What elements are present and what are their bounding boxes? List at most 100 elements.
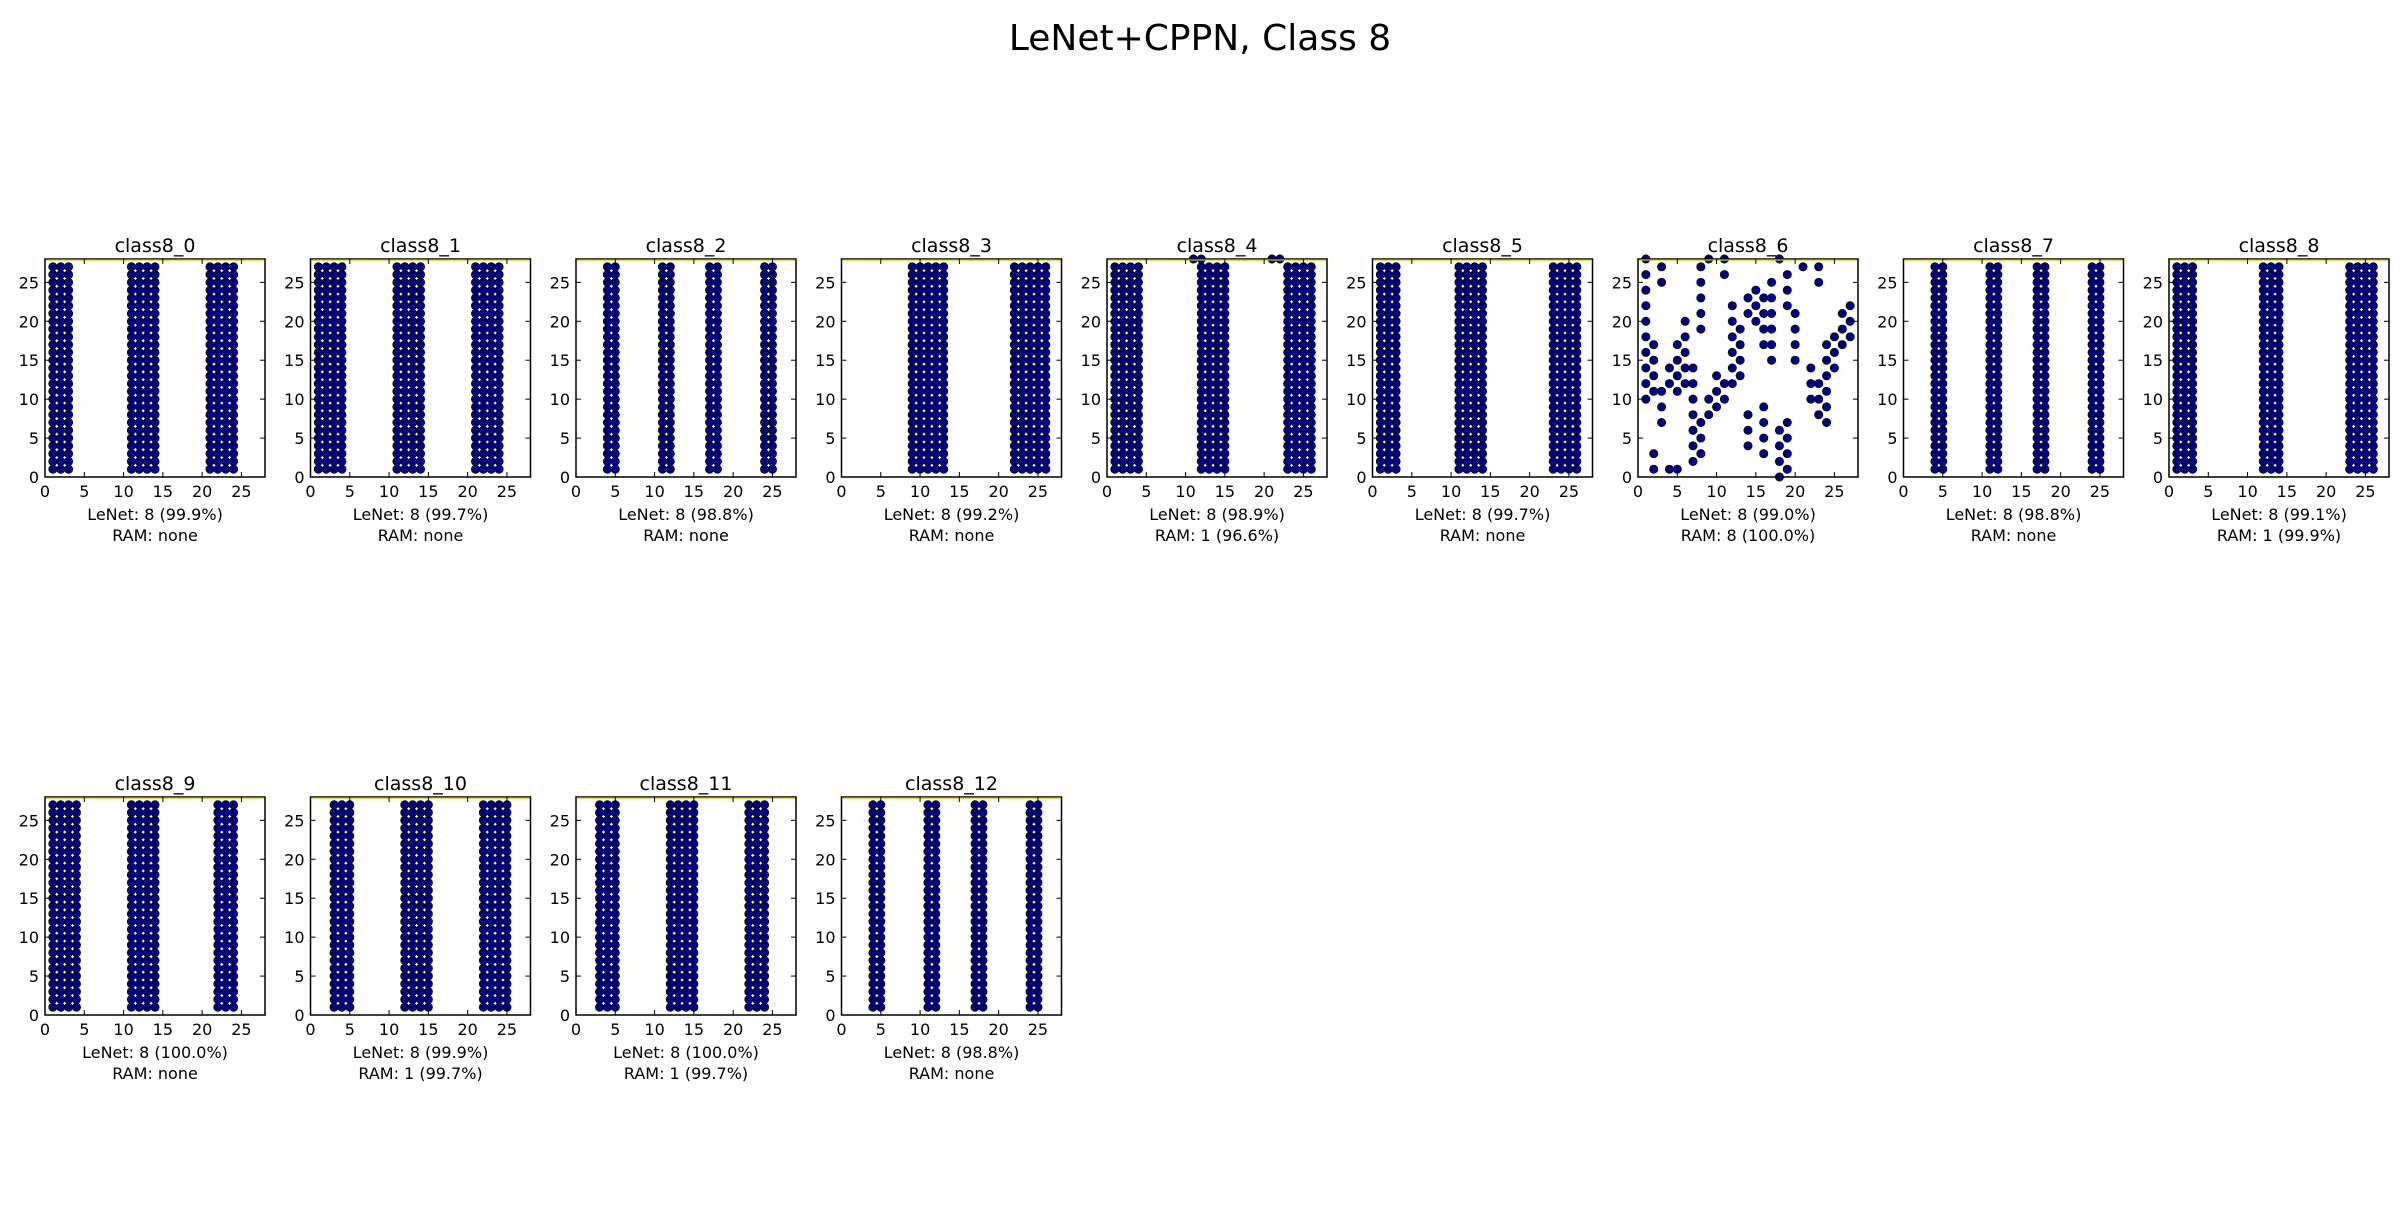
data-point (1220, 456, 1230, 466)
data-point (657, 293, 667, 303)
x-tick-label: 10 (379, 482, 399, 501)
data-point (665, 277, 675, 287)
data-point (907, 363, 917, 373)
data-point (150, 270, 160, 280)
data-point (767, 301, 777, 311)
data-point (494, 917, 504, 927)
data-point (1696, 433, 1706, 443)
data-point (494, 948, 504, 958)
data-point (400, 971, 410, 981)
data-point (470, 355, 480, 365)
data-point (337, 293, 347, 303)
data-point (150, 277, 160, 287)
x-tick-label: 20 (2316, 482, 2336, 501)
data-point (2172, 425, 2182, 435)
data-point (876, 994, 886, 1004)
data-point (923, 324, 933, 334)
data-point (321, 262, 331, 272)
data-point (610, 808, 620, 818)
data-point (2368, 316, 2378, 326)
data-point (337, 854, 347, 864)
data-point (1220, 277, 1230, 287)
data-point (923, 371, 933, 381)
data-point (657, 379, 667, 389)
data-point (337, 924, 347, 934)
data-point (939, 371, 949, 381)
data-point (2095, 386, 2105, 396)
data-point (408, 979, 418, 989)
data-point (876, 831, 886, 841)
data-point (1470, 293, 1480, 303)
data-point (1041, 386, 1051, 396)
data-point (1041, 316, 1051, 326)
data-point (602, 355, 612, 365)
data-point (923, 270, 933, 280)
data-point (126, 924, 136, 934)
data-point (915, 270, 925, 280)
data-point (915, 332, 925, 342)
data-point (1025, 355, 1035, 365)
data-point (1212, 441, 1222, 451)
data-point (408, 831, 418, 841)
data-point (767, 402, 777, 412)
data-point (931, 308, 941, 318)
data-point (602, 878, 612, 888)
data-point (64, 839, 74, 849)
data-point (752, 800, 762, 810)
data-point (1564, 371, 1574, 381)
data-point (134, 301, 144, 311)
data-point (760, 932, 770, 942)
data-point (673, 924, 683, 934)
data-point (681, 839, 691, 849)
data-point (602, 441, 612, 451)
data-point (478, 940, 488, 950)
x-tick-label: 10 (910, 1020, 930, 1039)
data-point (494, 386, 504, 396)
data-point (1985, 417, 1995, 427)
data-point (486, 262, 496, 272)
data-point (478, 831, 488, 841)
data-point (1462, 340, 1472, 350)
data-point (673, 987, 683, 997)
data-point (1298, 355, 1308, 365)
data-point (1564, 355, 1574, 365)
data-point (400, 402, 410, 412)
data-point (2188, 433, 2198, 443)
data-point (931, 862, 941, 872)
data-point (478, 324, 488, 334)
data-point (2040, 425, 2050, 435)
data-point (923, 940, 933, 950)
data-point (1375, 410, 1385, 420)
data-point (478, 979, 488, 989)
y-tick-label: 5 (29, 967, 39, 986)
x-tick-label: 25 (231, 482, 251, 501)
data-point (150, 815, 160, 825)
data-point (470, 464, 480, 474)
data-point (502, 878, 512, 888)
data-point (1009, 464, 1019, 474)
data-point (1017, 433, 1027, 443)
data-point (907, 316, 917, 326)
data-point (408, 340, 418, 350)
data-point (1993, 347, 2003, 357)
data-point (907, 410, 917, 420)
data-point (1017, 340, 1027, 350)
data-point (1204, 316, 1214, 326)
data-point (907, 417, 917, 427)
data-point (400, 262, 410, 272)
data-point (213, 324, 223, 334)
data-point (329, 901, 339, 911)
data-point (2274, 293, 2284, 303)
data-point (408, 870, 418, 880)
data-point (1985, 441, 1995, 451)
data-point (2172, 285, 2182, 295)
data-point (1220, 441, 1230, 451)
data-point (1133, 386, 1143, 396)
point-group (48, 262, 239, 474)
data-point (229, 800, 239, 810)
data-point (478, 987, 488, 997)
data-point (229, 823, 239, 833)
data-point (345, 940, 355, 950)
data-point (150, 839, 160, 849)
data-point (978, 893, 988, 903)
